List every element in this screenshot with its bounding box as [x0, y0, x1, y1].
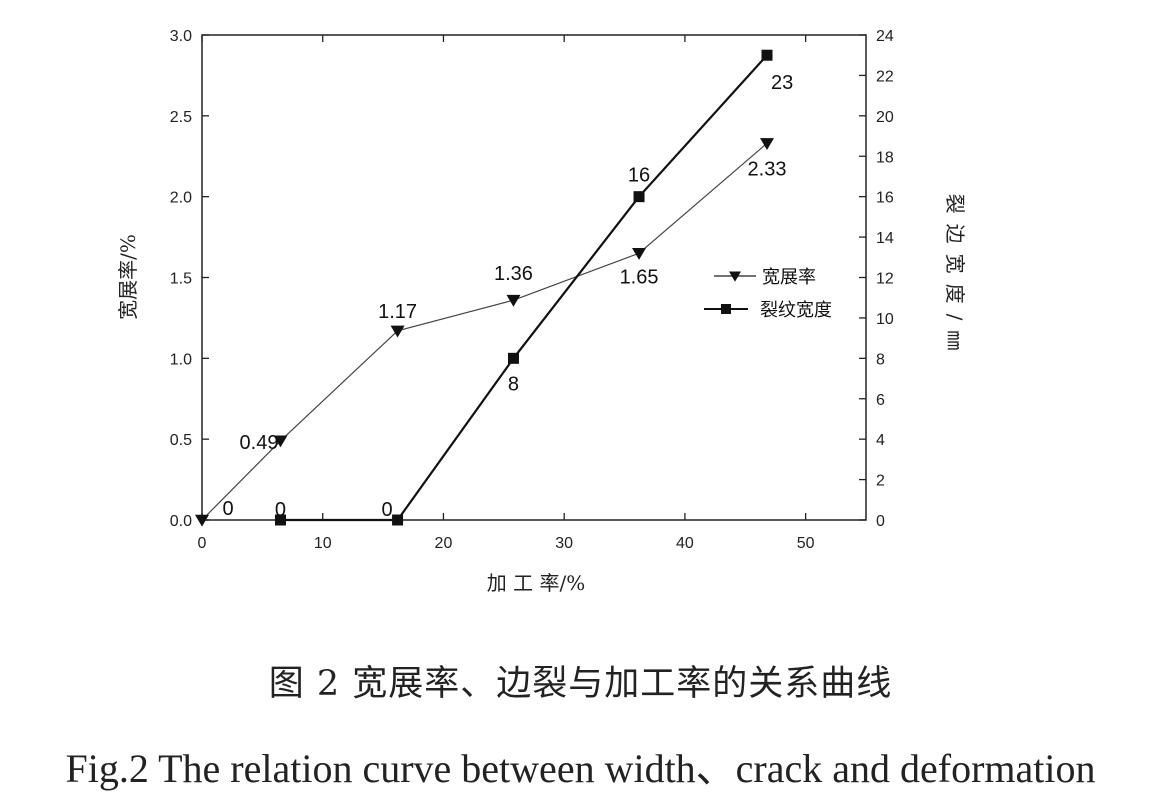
y-left-tick-label: 0.0 [170, 513, 192, 530]
legend-label-kuanzhanlv: 宽展率 [762, 267, 816, 288]
marker-kuanzhanlv [273, 435, 288, 448]
y-right-tick-label: 14 [876, 230, 894, 247]
marker-kuanzhanlv [506, 294, 521, 307]
series-line-liewenkuandu [280, 54, 768, 522]
y-right-tick-label: 6 [876, 392, 885, 409]
data-label-kuanzhanlv: 1.17 [378, 301, 417, 323]
legend-label-liewenkuandu: 裂纹宽度 [760, 300, 832, 321]
y-right-tick-label: 10 [876, 311, 894, 328]
marker-liewenkuandu [761, 49, 773, 61]
y-right-tick-label: 0 [876, 513, 885, 530]
marker-kuanzhanlv [195, 514, 209, 527]
x-tick-label: 10 [314, 535, 332, 552]
marker-liewenkuandu [633, 191, 645, 203]
y-left-tick-label: 2.0 [170, 190, 192, 207]
y-left-tick-label: 3.0 [170, 28, 192, 45]
marker-kuanzhanlv [390, 325, 405, 338]
y-right-tick-label: 24 [876, 28, 894, 45]
y-left-tick-label: 0.5 [170, 432, 192, 449]
data-label-kuanzhanlv: 1.65 [620, 266, 659, 288]
marker-liewenkuandu [392, 514, 404, 526]
y-left-tick-label: 1.5 [170, 271, 192, 288]
data-label-kuanzhanlv: 2.33 [748, 158, 787, 180]
plot-series [195, 49, 775, 527]
data-label-liewenkuandu: 23 [771, 72, 793, 94]
data-label-liewenkuandu: 8 [508, 373, 519, 395]
data-labels: 0 0.49 1.17 1.36 1.65 2.33 0 0 8 16 23 [222, 72, 793, 521]
y-left-axis-title: 宽展率/% [116, 234, 140, 320]
marker-liewenkuandu [507, 352, 519, 364]
marker-kuanzhanlv [760, 138, 775, 150]
y-right-tick-label: 16 [876, 190, 894, 207]
data-label-kuanzhanlv: 0.49 [240, 432, 279, 454]
legend-marker-kuanzhanlv [729, 271, 741, 282]
series-line-kuanzhanlv [201, 142, 768, 521]
marker-liewenkuandu [274, 514, 286, 526]
x-tick-label: 20 [435, 535, 453, 552]
x-tick-label: 50 [797, 535, 815, 552]
data-label-liewenkuandu: 16 [628, 165, 650, 187]
y-right-tick-label: 4 [876, 432, 885, 449]
y-right-tick-label: 8 [876, 351, 885, 368]
y-right-tick-label: 18 [876, 149, 894, 166]
marker-kuanzhanlv [632, 248, 647, 260]
y-right-tick-label: 2 [876, 473, 885, 490]
chart: 0 10 20 30 40 500.00.51.01.52.02.53.002468101… [116, 28, 967, 595]
x-tick-label: 0 [198, 535, 207, 552]
x-tick-label: 30 [555, 535, 573, 552]
plot-axes: 0 10 20 30 40 500.00.51.01.52.02.53.002468101… [116, 28, 967, 595]
y-right-tick-label: 12 [876, 271, 894, 288]
x-tick-label: 40 [676, 535, 694, 552]
data-label-liewenkuandu: 0 [381, 499, 392, 521]
figure-caption-english: Fig.2 The relation curve between width、c… [65, 746, 1096, 791]
y-left-tick-label: 1.0 [170, 351, 192, 368]
data-label-kuanzhanlv: 0 [222, 498, 233, 520]
figure-caption-chinese: 图 2 宽展率、边裂与加工率的关系曲线 [268, 664, 893, 704]
x-axis-title: 加 工 率/% [487, 571, 585, 595]
y-right-axis-title: 裂边宽度/㎜ [943, 194, 967, 361]
y-left-tick-label: 2.5 [170, 109, 192, 126]
y-right-tick-label: 20 [876, 109, 894, 126]
legend-marker-liewenkuandu [721, 304, 731, 314]
data-label-liewenkuandu: 0 [275, 499, 286, 521]
data-label-kuanzhanlv: 1.36 [494, 263, 533, 285]
y-right-tick-label: 22 [876, 68, 894, 85]
